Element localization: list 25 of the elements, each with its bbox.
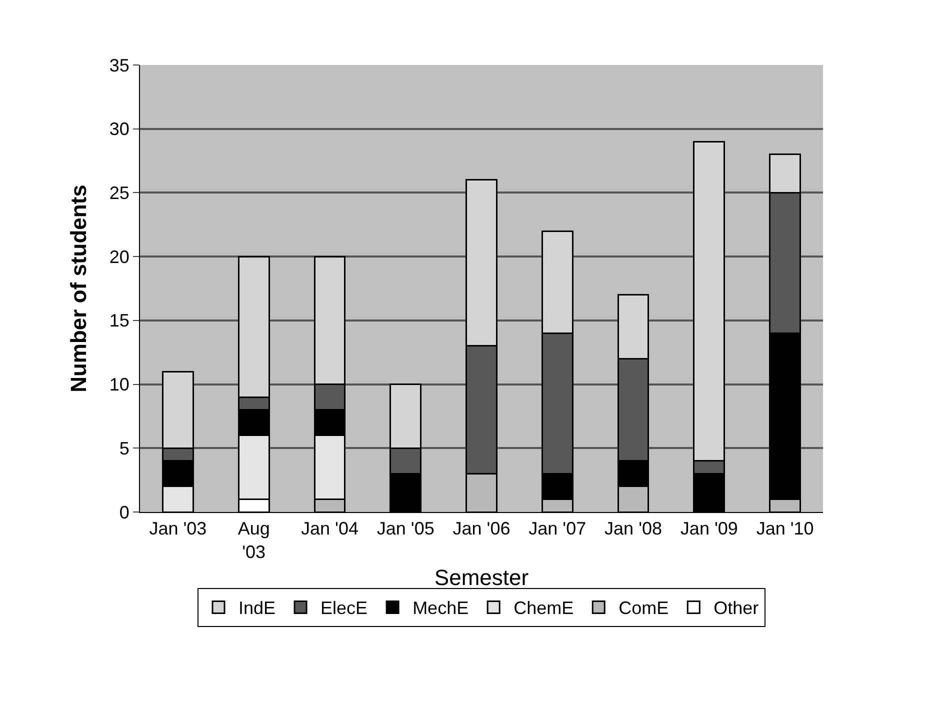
y-tick-label: 5 (119, 438, 130, 458)
legend-label: MechE (412, 598, 469, 618)
x-tick-label: Jan '05 (376, 518, 434, 539)
x-tick-label: Aug '03 (238, 518, 270, 562)
x-tick-label: Jan '07 (528, 518, 586, 539)
legend-label: ChemE (514, 598, 574, 618)
legend-label: ComE (618, 598, 669, 618)
y-tick-label: 0 (119, 502, 130, 522)
x-tick-label: Jan '04 (300, 518, 358, 539)
legend-label: IndE (238, 598, 276, 618)
y-axis-title: Number of students (66, 184, 91, 392)
y-tick-label: 35 (109, 55, 130, 76)
x-tick-label: Jan '09 (680, 518, 738, 539)
x-tick-label: Jan '06 (452, 518, 510, 539)
y-tick-label: 15 (109, 310, 130, 331)
x-tick-label: Jan '03 (149, 518, 207, 539)
y-tick-label: 25 (109, 183, 130, 204)
legend-label: Other (714, 598, 759, 618)
x-tick-label: Jan '08 (604, 518, 662, 539)
y-tick-label: 10 (109, 374, 130, 395)
legend-label: ElecE (320, 598, 368, 618)
x-axis-title: Semester (434, 564, 529, 590)
y-tick-label: 20 (109, 246, 130, 267)
y-tick-label: 30 (109, 119, 130, 140)
x-tick-label: Jan '10 (756, 518, 814, 539)
